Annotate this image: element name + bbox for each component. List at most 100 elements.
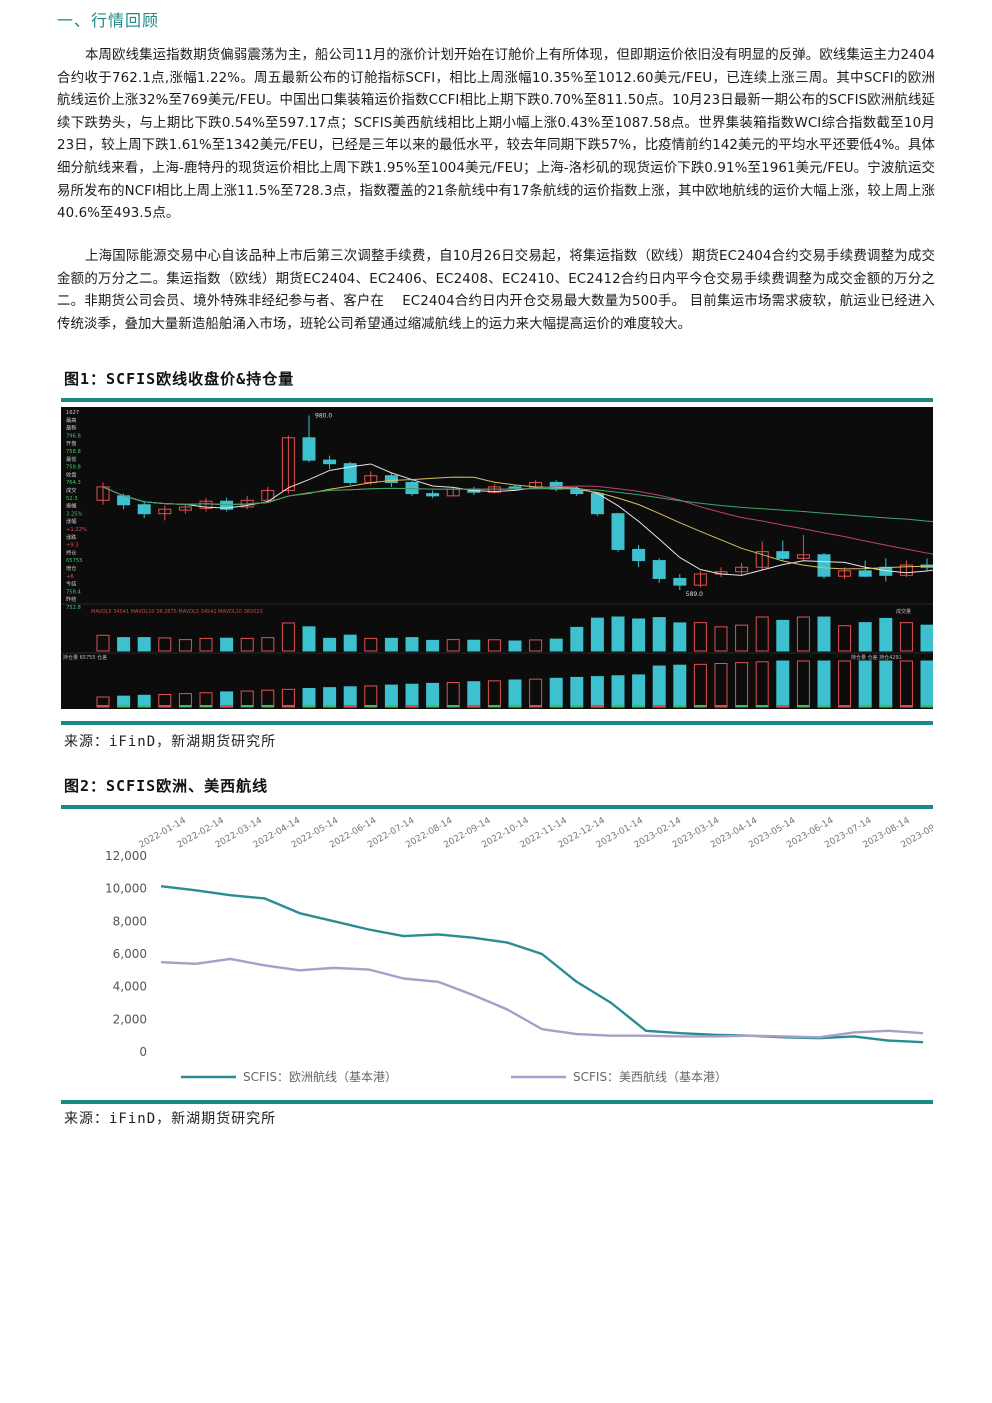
candle-body <box>796 554 810 559</box>
open-interest-change <box>344 705 357 707</box>
open-interest-change <box>447 705 460 707</box>
open-interest-change <box>303 705 315 707</box>
candle-body <box>261 489 275 501</box>
volume-bar <box>323 637 337 652</box>
volume-bar <box>220 637 234 652</box>
y-tick-label: 2,000 <box>113 1012 147 1026</box>
candle-body <box>384 475 398 483</box>
open-interest-change <box>756 705 769 707</box>
open-interest-bar <box>405 683 419 708</box>
candle-body <box>323 459 337 465</box>
open-interest-change <box>612 705 624 707</box>
candle-body <box>817 554 831 577</box>
open-interest-change <box>529 705 542 707</box>
open-interest-change <box>859 705 872 707</box>
high-annotation: 980.0 <box>315 412 332 419</box>
candle-body <box>755 551 769 568</box>
open-interest-change <box>694 705 707 707</box>
candle-body <box>776 551 790 559</box>
open-interest-bar <box>240 690 254 708</box>
open-interest-bar <box>796 660 810 708</box>
low-annotation: 589.0 <box>686 591 703 598</box>
open-interest-bar <box>590 676 604 708</box>
volume-bar <box>302 626 316 652</box>
open-interest-bar <box>899 660 913 708</box>
open-interest-change <box>138 705 151 707</box>
open-interest-bar <box>281 688 295 708</box>
moving-average-line <box>102 486 992 526</box>
volume-bar <box>446 639 460 652</box>
open-interest-bar <box>714 663 728 708</box>
open-interest-bar <box>817 660 831 708</box>
info-panel-item: 振幅 <box>66 502 76 510</box>
volume-bar <box>652 617 666 652</box>
open-interest-change <box>241 705 254 707</box>
open-interest-change <box>158 705 171 707</box>
open-interest-change <box>570 705 583 707</box>
info-panel-item: 796.8 <box>66 433 81 439</box>
info-panel-item: +1.22% <box>66 527 87 533</box>
volume-bar <box>920 624 934 652</box>
info-panel-item: 最新 <box>66 424 76 432</box>
volume-bar <box>590 617 604 652</box>
info-panel-item: 最高 <box>66 416 76 424</box>
open-interest-change <box>467 705 480 707</box>
open-interest-bar <box>384 684 398 708</box>
volume-bar <box>240 637 254 652</box>
candle-body <box>302 437 316 461</box>
open-interest-change <box>715 705 727 707</box>
figure2-top-rule <box>61 805 933 809</box>
open-interest-change <box>323 705 336 707</box>
volume-bar <box>117 637 131 652</box>
open-interest-change <box>261 705 274 707</box>
open-interest-change <box>900 705 913 707</box>
info-panel-item: 持仓 <box>66 548 77 556</box>
open-interest-change <box>282 705 295 707</box>
info-panel-item: +9.3 <box>66 543 79 549</box>
open-interest-bar <box>776 660 790 708</box>
open-interest-bar <box>178 693 192 708</box>
open-interest-change <box>632 705 645 707</box>
info-panel-item: +6 <box>66 574 74 580</box>
info-panel-item: 758.8 <box>66 449 81 455</box>
open-interest-bar <box>673 664 687 708</box>
figure1-source: 来源：iFinD，新湖期货研究所 <box>64 734 277 750</box>
open-interest-bar <box>220 691 234 708</box>
open-interest-bar <box>446 682 460 708</box>
open-interest-bar <box>343 686 357 708</box>
info-panel-item: 增仓 <box>66 564 77 572</box>
info-panel-item: 65755 <box>66 558 83 564</box>
open-interest-change <box>673 705 686 707</box>
volume-bar <box>838 625 852 652</box>
open-interest-change <box>509 705 521 707</box>
volume-bar <box>817 616 831 652</box>
volume-bar <box>508 640 522 652</box>
candle-body <box>158 508 172 515</box>
figure1-top-rule <box>61 398 933 402</box>
volume-bar <box>137 637 151 652</box>
fee-adjustment-paragraph: 上海国际能源交易中心自该品种上市后第三次调整手续费，自10月26日交易起，将集运… <box>57 249 935 332</box>
open-interest-bar <box>570 676 584 708</box>
volume-bar <box>714 626 728 652</box>
open-interest-change <box>488 705 501 707</box>
open-interest-change <box>550 705 563 707</box>
open-interest-change <box>117 705 130 707</box>
volume-bar <box>611 616 625 652</box>
volume-bar <box>879 617 893 652</box>
volume-bar <box>899 622 913 652</box>
open-interest-bar <box>611 675 625 708</box>
open-interest-bar <box>838 660 852 708</box>
figure2-title: 图2：SCFIS欧洲、美西航线 <box>64 777 269 795</box>
y-tick-label: 0 <box>139 1045 147 1059</box>
info-panel-item: 开盘 <box>66 439 76 447</box>
candlestick-svg: 1627最高最新796.8开盘758.8最低758.8收盘764.3成交52.3… <box>61 407 992 708</box>
volume-bar <box>570 626 584 652</box>
open-interest-change <box>220 705 233 707</box>
market-review-paragraph: 本周欧线集运指数期货偏弱震荡为主，船公司11月的涨价计划开始在订舱价上有所体现，… <box>57 48 935 222</box>
open-interest-change <box>735 705 748 707</box>
open-interest-bar <box>302 688 316 708</box>
ma-legend: MAVOL5 34541 MAVOL10 38,2875 MAVOL5 3454… <box>91 609 263 615</box>
open-interest-bar <box>858 660 872 708</box>
candle-body <box>632 548 646 562</box>
open-interest-bar <box>508 679 522 708</box>
